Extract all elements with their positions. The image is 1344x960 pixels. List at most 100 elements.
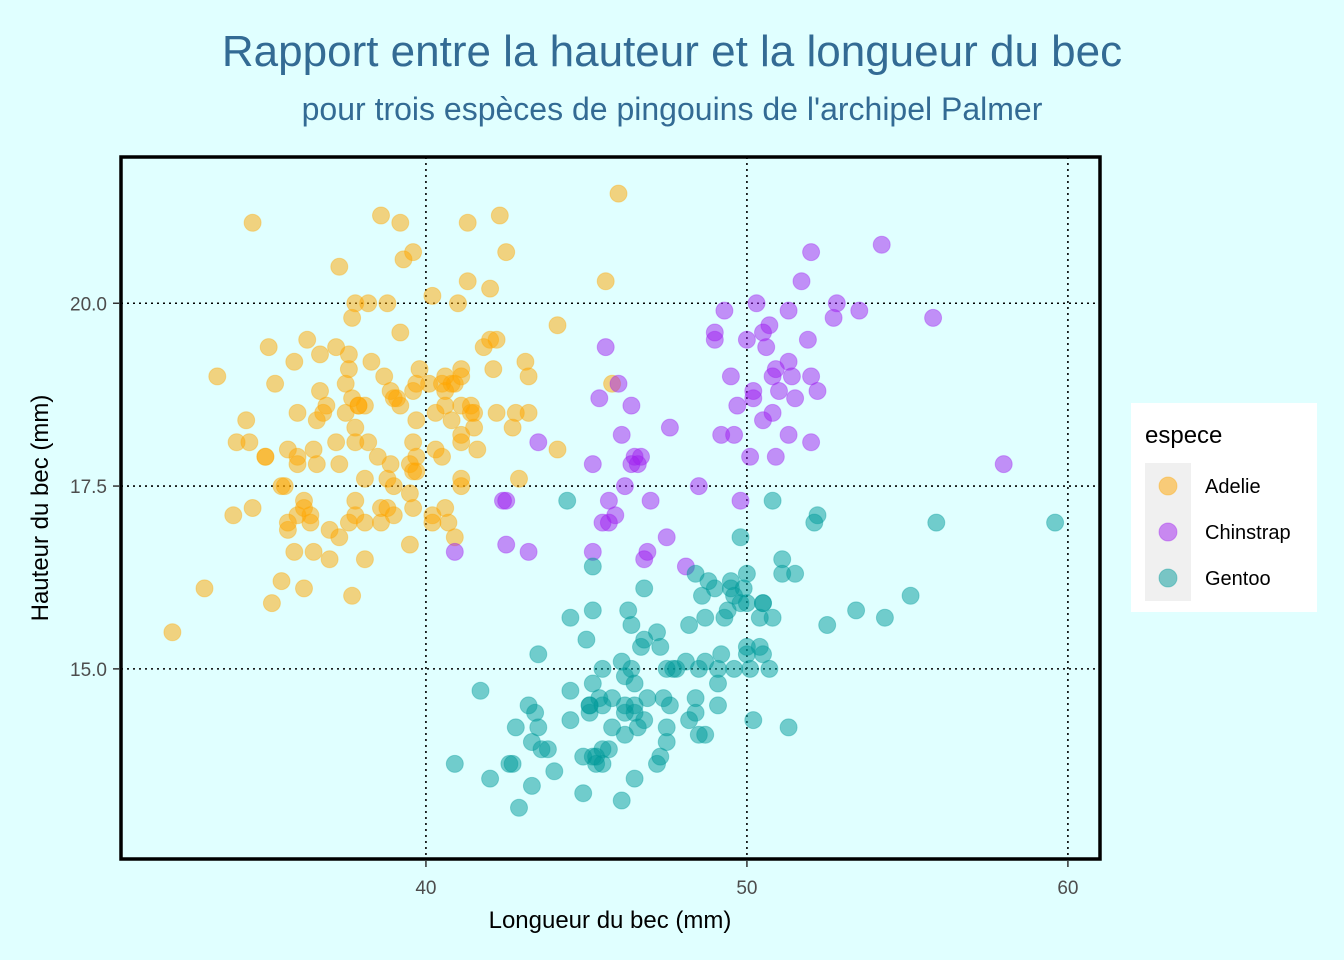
chart-title: Rapport entre la hauteur et la longueur … bbox=[222, 27, 1122, 76]
data-point-gentoo bbox=[545, 762, 564, 781]
data-point-gentoo bbox=[577, 630, 596, 649]
data-point-gentoo bbox=[574, 747, 593, 766]
data-point-adelie bbox=[407, 374, 426, 393]
data-point-chinstrap bbox=[612, 425, 631, 444]
data-point-gentoo bbox=[689, 725, 708, 744]
x-axis-title: Longueur du bec (mm) bbox=[489, 907, 732, 934]
data-point-gentoo bbox=[526, 703, 545, 722]
data-point-chinstrap bbox=[779, 301, 798, 320]
data-point-gentoo bbox=[625, 769, 644, 788]
data-point-adelie bbox=[288, 403, 307, 422]
data-point-gentoo bbox=[635, 711, 654, 730]
data-point-chinstrap bbox=[760, 316, 779, 335]
data-point-gentoo bbox=[561, 608, 580, 627]
data-point-chinstrap bbox=[850, 301, 869, 320]
data-point-gentoo bbox=[731, 594, 750, 613]
data-point-adelie bbox=[519, 367, 538, 386]
data-point-gentoo bbox=[657, 733, 676, 751]
data-point-adelie bbox=[355, 469, 374, 488]
data-point-chinstrap bbox=[599, 491, 618, 510]
data-point-adelie bbox=[516, 352, 535, 371]
data-point-chinstrap bbox=[779, 425, 798, 444]
data-point-gentoo bbox=[583, 601, 602, 620]
data-point-gentoo bbox=[754, 645, 772, 664]
data-point-adelie bbox=[339, 360, 358, 379]
data-point-gentoo bbox=[625, 674, 644, 693]
data-point-adelie bbox=[439, 513, 458, 532]
legend-swatch bbox=[1158, 522, 1178, 542]
data-point-gentoo bbox=[754, 594, 772, 613]
data-point-gentoo bbox=[737, 564, 756, 583]
data-point-gentoo bbox=[731, 528, 750, 547]
data-point-chinstrap bbox=[635, 550, 654, 569]
data-point-gentoo bbox=[779, 718, 798, 737]
data-point-adelie bbox=[452, 477, 471, 496]
data-point-chinstrap bbox=[792, 272, 811, 291]
data-point-adelie bbox=[195, 579, 214, 598]
data-point-gentoo bbox=[901, 586, 920, 605]
data-point-adelie bbox=[548, 316, 567, 335]
data-point-adelie bbox=[458, 272, 477, 291]
data-point-adelie bbox=[327, 433, 346, 452]
data-point-adelie bbox=[548, 440, 567, 459]
legend-item-adelie: Adelie bbox=[1145, 463, 1261, 509]
data-point-gentoo bbox=[680, 616, 699, 634]
data-point-gentoo bbox=[699, 572, 718, 591]
data-point-chinstrap bbox=[728, 396, 747, 415]
data-point-adelie bbox=[375, 367, 394, 386]
data-point-gentoo bbox=[676, 652, 695, 671]
data-point-adelie bbox=[407, 447, 426, 466]
data-point-adelie bbox=[481, 279, 500, 298]
data-point-gentoo bbox=[471, 681, 490, 700]
legend-swatch bbox=[1158, 476, 1178, 496]
data-point-chinstrap bbox=[802, 433, 821, 452]
data-point-gentoo bbox=[709, 659, 727, 678]
data-point-adelie bbox=[224, 506, 243, 525]
legend-label: Gentoo bbox=[1205, 568, 1271, 590]
data-point-gentoo bbox=[619, 601, 638, 620]
data-point-chinstrap bbox=[737, 330, 756, 349]
data-point-gentoo bbox=[561, 711, 580, 730]
data-point-adelie bbox=[240, 433, 259, 452]
data-point-adelie bbox=[404, 433, 423, 452]
data-point-chinstrap bbox=[827, 294, 846, 313]
data-point-gentoo bbox=[574, 784, 593, 803]
data-point-chinstrap bbox=[725, 425, 744, 444]
data-point-adelie bbox=[243, 499, 262, 517]
data-point-gentoo bbox=[622, 616, 641, 634]
data-point-adelie bbox=[307, 411, 326, 430]
data-point-adelie bbox=[487, 403, 506, 422]
data-point-gentoo bbox=[1046, 513, 1065, 532]
data-point-gentoo bbox=[593, 696, 612, 715]
data-point-gentoo bbox=[506, 718, 525, 737]
data-point-gentoo bbox=[561, 681, 580, 700]
legend-title: espece bbox=[1145, 422, 1222, 449]
data-point-adelie bbox=[465, 403, 484, 422]
data-point-chinstrap bbox=[519, 542, 538, 561]
data-points bbox=[163, 184, 1065, 817]
data-point-gentoo bbox=[481, 769, 500, 788]
data-point-adelie bbox=[311, 345, 329, 364]
data-point-chinstrap bbox=[731, 491, 750, 510]
data-point-adelie bbox=[510, 469, 528, 488]
data-point-chinstrap bbox=[802, 243, 821, 262]
data-point-adelie bbox=[490, 206, 509, 225]
data-point-adelie bbox=[307, 455, 326, 474]
plot-frame bbox=[119, 155, 1102, 861]
data-point-gentoo bbox=[622, 659, 641, 678]
data-point-gentoo bbox=[696, 608, 715, 627]
data-point-gentoo bbox=[875, 608, 894, 627]
data-point-gentoo bbox=[657, 659, 676, 678]
data-point-gentoo bbox=[503, 754, 522, 773]
data-point-gentoo bbox=[615, 703, 634, 722]
data-point-chinstrap bbox=[497, 535, 516, 554]
data-point-chinstrap bbox=[497, 491, 516, 510]
data-point-gentoo bbox=[712, 645, 731, 664]
legend-item-chinstrap: Chinstrap bbox=[1145, 509, 1291, 555]
data-point-adelie bbox=[343, 586, 362, 605]
data-point-adelie bbox=[243, 213, 262, 232]
data-point-adelie bbox=[336, 403, 355, 422]
data-point-gentoo bbox=[773, 550, 792, 569]
